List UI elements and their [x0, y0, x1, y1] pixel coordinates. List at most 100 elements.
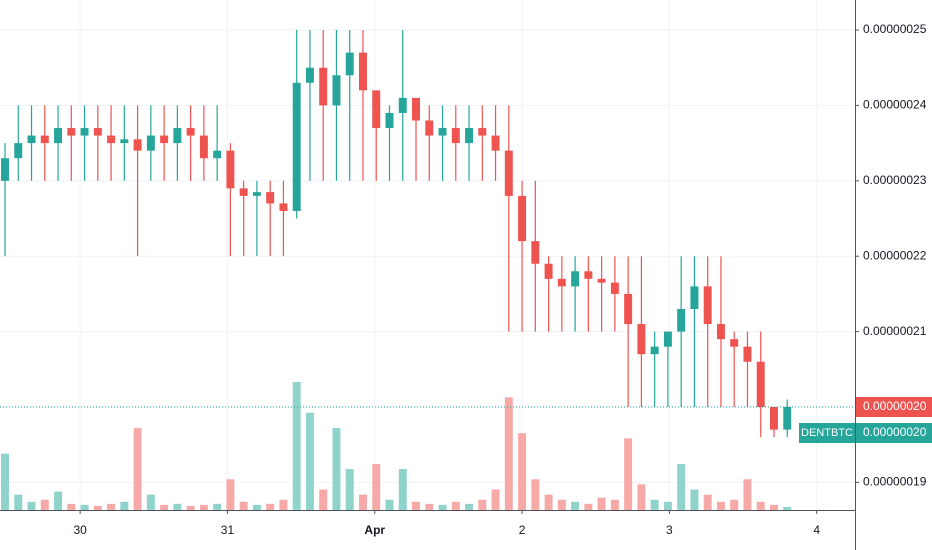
candle-body [624, 293, 633, 325]
x-tick-label: 31 [221, 523, 235, 537]
candle-body [173, 128, 182, 144]
volume-bar [597, 497, 606, 510]
candle-body [239, 188, 248, 196]
volume-bar [345, 469, 354, 510]
candle-body [663, 331, 672, 347]
candle-body [226, 150, 235, 189]
volume-bar [398, 469, 407, 510]
volume-bar [770, 504, 778, 510]
volume-bar [266, 503, 275, 510]
candle-body [584, 271, 593, 279]
candle-body [716, 324, 725, 340]
candle-body [385, 112, 394, 129]
candle-body [571, 271, 580, 287]
candle-body [465, 128, 474, 144]
candle-body [305, 67, 314, 83]
volume-bar [716, 501, 725, 510]
candle-body [213, 150, 222, 159]
candle-body [27, 135, 36, 144]
candle-body [40, 135, 49, 144]
price-marker-box [856, 423, 932, 444]
volume-bar [690, 489, 699, 510]
candle-body [518, 195, 527, 242]
volume-bar [319, 489, 328, 510]
candle-body [743, 346, 752, 362]
volume-bar [239, 501, 248, 510]
volume-bar [663, 501, 672, 510]
volume-bar [743, 479, 752, 510]
price-marker-box [856, 397, 932, 418]
volume-bar [40, 499, 49, 510]
candle-body [412, 97, 420, 121]
candle-body [160, 135, 169, 144]
volume-bar [544, 494, 553, 510]
volume-bar [610, 499, 619, 510]
candle-body [199, 135, 208, 159]
volume-bar [332, 428, 341, 510]
candle-body [266, 192, 275, 204]
volume-bar [199, 504, 208, 510]
candle-body [358, 52, 367, 91]
volume-bar [571, 501, 580, 510]
candle-body [93, 128, 102, 136]
candle-body [703, 286, 712, 325]
volume-bar [730, 499, 739, 510]
volume-bar [292, 382, 301, 510]
volume-bar [584, 503, 593, 510]
volume-bar [173, 503, 182, 510]
y-tick-label: 0.00000023 [863, 173, 927, 187]
candle-body [252, 192, 261, 196]
volume-bar [213, 503, 222, 510]
candle-body [372, 90, 381, 129]
volume-bar [385, 499, 394, 510]
candle-body [756, 361, 765, 408]
candle-body [107, 135, 116, 144]
volume-bar [677, 463, 686, 510]
volume-bar [451, 501, 460, 510]
volume-bar [637, 484, 646, 510]
candle-body [491, 135, 500, 151]
volume-bar [438, 504, 447, 510]
volume-bar [650, 499, 659, 510]
volume-bar [504, 397, 513, 510]
volume-bar [478, 499, 487, 510]
volume-bar [518, 433, 527, 510]
x-tick-label: 30 [73, 523, 87, 537]
candle-body [650, 346, 659, 355]
candle-body [292, 82, 301, 211]
volume-bar [557, 499, 566, 510]
candle-body [146, 135, 155, 151]
candle-body [398, 97, 407, 113]
y-tick-label: 0.00000025 [863, 22, 927, 36]
volume-bar [27, 501, 36, 510]
volume-bar [412, 501, 420, 510]
candle-body [186, 128, 195, 136]
volume-bar [252, 504, 261, 510]
plot [1, 30, 792, 510]
candle-body [1, 158, 9, 181]
volume-bar [107, 503, 116, 510]
volume-bar [305, 412, 314, 510]
candle-body [531, 241, 540, 264]
price-marker-label: 0.00000020 [863, 425, 927, 439]
volume-bar [465, 503, 474, 510]
symbol-box [799, 423, 855, 444]
volume-bar [358, 494, 367, 510]
volume-bar [1, 453, 9, 510]
candle-body [133, 139, 142, 151]
candle-body [597, 278, 606, 283]
volume-bar [279, 499, 288, 510]
candle-body [544, 263, 553, 279]
candle-body [478, 128, 487, 136]
y-tick-label: 0.00000019 [863, 475, 927, 489]
volume-bar [54, 491, 63, 510]
candle-body [637, 324, 646, 355]
candle-body [610, 282, 619, 294]
volume-bar [783, 506, 792, 510]
candle-body [438, 128, 447, 136]
candle-body [783, 407, 792, 430]
volume-bar [226, 479, 235, 510]
volume-bar [133, 428, 142, 510]
